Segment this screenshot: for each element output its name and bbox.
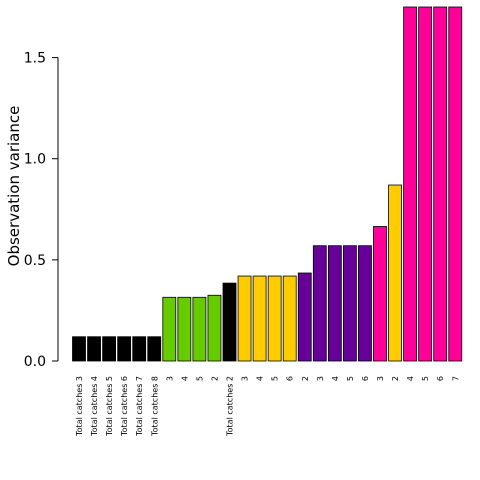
x-category-label: Total catches 4 <box>90 376 99 437</box>
x-category-label: 5 <box>421 376 430 381</box>
bar <box>297 272 312 362</box>
bar <box>433 6 448 362</box>
x-category-label: 2 <box>301 376 310 381</box>
bar <box>312 245 327 362</box>
bar <box>342 245 357 362</box>
x-category-label: 2 <box>391 376 400 381</box>
bars <box>72 6 463 362</box>
bar <box>282 275 297 362</box>
x-category-label: 7 <box>451 376 460 381</box>
y-tick-label: 1.0 <box>24 152 46 168</box>
bar <box>252 275 267 362</box>
bar <box>403 6 418 362</box>
bar <box>207 294 222 362</box>
category-labels: Total catches 3 Total catches 4 Total catc… <box>75 376 460 437</box>
x-category-label: 5 <box>195 376 204 381</box>
x-category-label: 4 <box>331 376 340 381</box>
x-category-label: 3 <box>316 376 325 381</box>
x-category-label: Total catches 6 <box>120 376 129 437</box>
y-tick-label: 0.0 <box>24 354 46 370</box>
x-category-label: 2 <box>210 376 219 381</box>
bar <box>102 336 116 362</box>
bar <box>162 296 177 362</box>
x-category-label: 6 <box>436 376 445 381</box>
bar <box>373 226 387 362</box>
bar <box>132 336 147 362</box>
bar <box>117 336 132 362</box>
x-category-label: Total catches 5 <box>105 376 114 437</box>
bar <box>237 275 252 362</box>
x-category-label: Total catches 8 <box>150 376 159 437</box>
x-category-label: Total catches 2 <box>226 376 235 437</box>
x-category-label: 3 <box>376 376 385 381</box>
bar <box>358 245 372 362</box>
x-category-label: 6 <box>286 376 295 381</box>
y-tick-label: 0.5 <box>24 253 46 269</box>
x-category-label: Total catches 3 <box>75 376 84 437</box>
bar <box>448 6 463 362</box>
bar <box>147 336 162 362</box>
y-axis-title: Observation variance <box>5 106 23 267</box>
bar <box>327 245 342 362</box>
bar <box>192 296 207 362</box>
x-category-label: 4 <box>406 376 415 381</box>
x-category-label: 4 <box>256 376 265 381</box>
x-category-label: 5 <box>346 376 355 381</box>
bar <box>388 184 402 362</box>
x-category-label: 4 <box>180 376 189 381</box>
x-category-label: 6 <box>361 376 370 381</box>
bar <box>267 275 282 362</box>
bar <box>418 6 433 362</box>
x-category-label: 3 <box>241 376 250 381</box>
bar <box>87 336 101 362</box>
bar <box>177 296 192 362</box>
x-category-label: 3 <box>165 376 174 381</box>
y-axis: 0.0 0.5 1.0 1.5 <box>24 51 59 370</box>
bar <box>222 282 237 362</box>
bar <box>72 336 86 362</box>
x-category-label: 5 <box>271 376 280 381</box>
x-category-label: Total catches 7 <box>135 376 144 437</box>
y-tick-label: 1.5 <box>24 51 46 67</box>
